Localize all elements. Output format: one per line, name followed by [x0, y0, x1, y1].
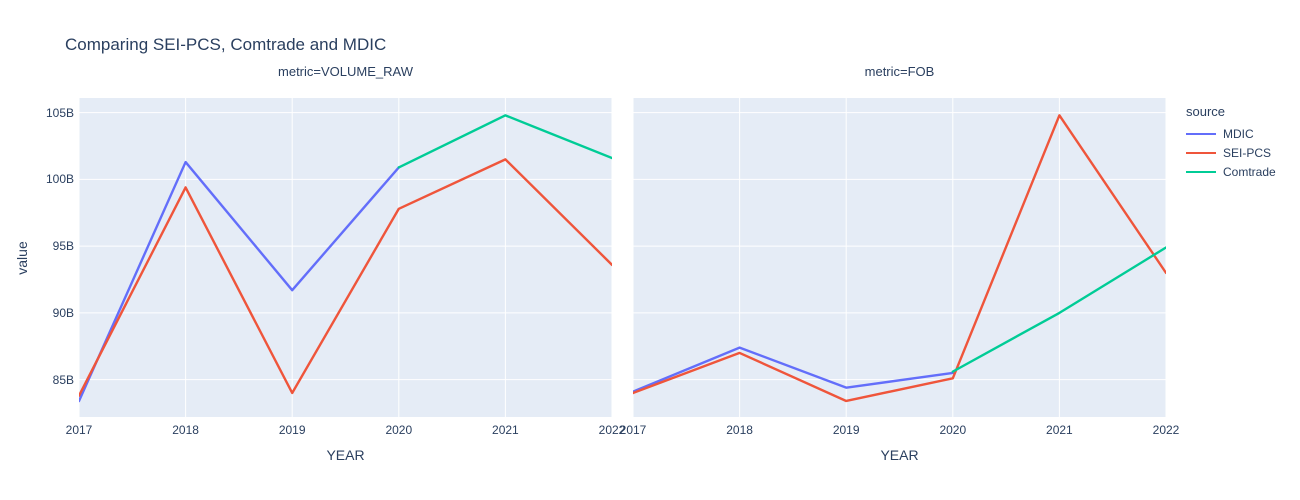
x-tick-label: 2022	[598, 423, 626, 437]
legend-entries: MDIC SEI-PCS Comtrade	[1186, 124, 1296, 181]
legend: source MDIC SEI-PCS Comtrade	[1186, 104, 1296, 181]
x-tick-label: 2017	[65, 423, 93, 437]
legend-title: source	[1186, 104, 1226, 119]
x-axis-tick-labels-left: 2017 2018 2019 2020 2021 2022	[66, 423, 626, 439]
y-tick-label: 90B	[52, 305, 74, 320]
line-mdic[interactable]	[79, 160, 400, 403]
x-axis-title-right: YEAR	[880, 447, 919, 463]
x-axis-tick-labels-right: 2017 2018 2019 2020 2021 2022	[620, 423, 1180, 439]
x-tick-label: 2018	[726, 423, 753, 437]
line-comtrade[interactable]	[397, 114, 612, 169]
legend-line-swatch	[1186, 151, 1216, 154]
x-tick-label: 2022	[1152, 423, 1180, 437]
x-axis-title-left: YEAR	[326, 447, 365, 463]
legend-entry-label: MDIC	[1223, 126, 1254, 141]
x-tick-label: 2017	[619, 423, 647, 437]
x-tick-label: 2018	[172, 423, 199, 437]
figure-title: Comparing SEI-PCS, Comtrade and MDIC	[65, 35, 387, 54]
line-comtrade[interactable]	[951, 246, 1166, 373]
x-tick-label: 2019	[278, 423, 306, 437]
legend-entry-mdic[interactable]: MDIC	[1186, 124, 1296, 143]
plot-canvas[interactable]	[79, 98, 612, 417]
legend-entry-comtrade[interactable]: Comtrade	[1186, 162, 1296, 181]
legend-line-swatch	[1186, 170, 1216, 173]
y-tick-label: 95B	[52, 239, 74, 254]
legend-entry-label: Comtrade	[1223, 164, 1276, 179]
x-tick-label: 2021	[1046, 423, 1073, 437]
legend-entry-label: SEI-PCS	[1223, 145, 1272, 160]
legend-entry-sei-pcs[interactable]: SEI-PCS	[1186, 143, 1296, 162]
line-sei-pcs[interactable]	[633, 114, 1166, 403]
x-tick-label: 2021	[492, 423, 519, 437]
line-sei-pcs[interactable]	[79, 158, 612, 397]
line-mdic[interactable]	[633, 346, 954, 393]
y-axis-tick-labels: 85B 90B 95B 100B 105B	[28, 98, 74, 417]
x-tick-label: 2020	[939, 423, 967, 437]
plot-area-volume-raw[interactable]	[79, 98, 612, 417]
y-tick-label: 105B	[45, 105, 74, 120]
facet-title-fob: metric=FOB	[864, 64, 935, 79]
legend-line-swatch	[1186, 132, 1216, 135]
x-tick-label: 2020	[385, 423, 413, 437]
y-tick-label: 85B	[52, 372, 74, 387]
y-tick-label: 100B	[45, 172, 74, 187]
facet-title-volume-raw: metric=VOLUME_RAW	[278, 64, 413, 79]
x-tick-label: 2019	[832, 423, 860, 437]
plot-area-fob[interactable]	[633, 98, 1166, 417]
plot-canvas[interactable]	[633, 98, 1166, 417]
